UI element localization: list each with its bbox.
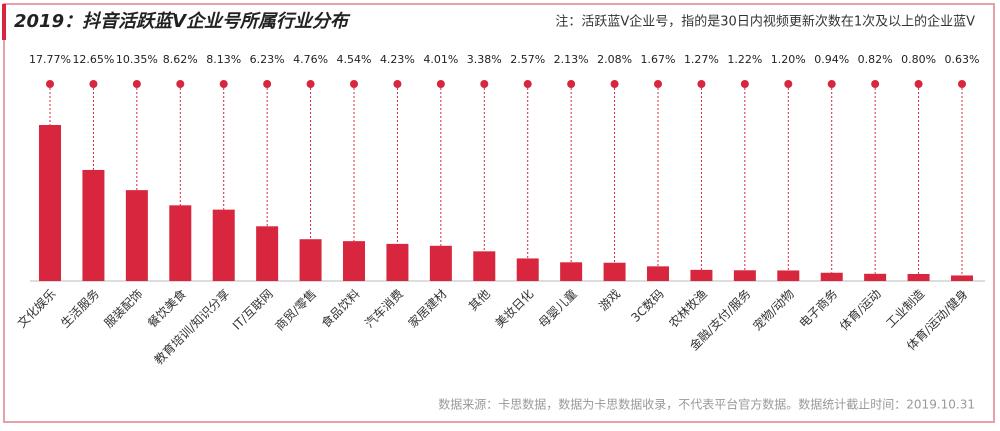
chart-note: 注：活跃蓝V企业号，指的是30日内视频更新次数在1次及以上的企业蓝V xyxy=(555,14,975,30)
chart-source: 数据来源：卡思数据，数据为卡思数据收录，不代表平台官方数据。数据统计截止时间：2… xyxy=(438,397,975,412)
chart-title: 2019：抖音活跃蓝V企业号所属行业分布 xyxy=(14,11,351,32)
x-tick-label: 生活服务 xyxy=(57,286,102,331)
bar xyxy=(169,205,192,281)
bar xyxy=(343,241,365,281)
x-tick-label: 美妆日化 xyxy=(492,287,536,331)
bar xyxy=(690,269,713,281)
value-label: 2.57% xyxy=(510,53,545,66)
value-label: 3.38% xyxy=(467,53,502,66)
bar xyxy=(907,273,930,281)
bar xyxy=(820,272,843,281)
x-tick-label: 食品饮料 xyxy=(318,286,363,331)
marker-dot xyxy=(784,80,793,88)
marker-dot xyxy=(263,80,272,88)
bar xyxy=(647,266,669,281)
marker-dot xyxy=(958,80,966,88)
x-tick-label: 家居建材 xyxy=(405,286,450,331)
marker-dot xyxy=(393,80,402,88)
value-label: 12.65% xyxy=(72,53,114,66)
marker-dot xyxy=(350,80,358,88)
bar xyxy=(603,262,626,281)
x-tick-label: 农林牧渔 xyxy=(666,287,710,331)
value-label: 2.13% xyxy=(554,53,589,66)
marker-dot xyxy=(306,80,315,88)
marker-dot xyxy=(697,80,706,88)
marker-dot xyxy=(740,80,749,88)
bar xyxy=(429,245,452,281)
bar xyxy=(299,239,322,281)
bar xyxy=(516,258,539,281)
bar xyxy=(125,190,148,281)
x-tick-label: 汽车消费 xyxy=(361,286,406,331)
bar xyxy=(777,270,800,281)
value-label: 2.08% xyxy=(597,53,632,66)
x-tick-label: 电子商务 xyxy=(796,286,841,331)
x-tick-label: 其他 xyxy=(466,287,493,314)
marker-dot xyxy=(827,80,836,88)
x-tick-label: IT/互联网 xyxy=(230,287,276,333)
marker-dot xyxy=(89,80,98,88)
value-label: 1.22% xyxy=(727,53,762,66)
x-tick-label: 餐饮美食 xyxy=(144,286,189,331)
bar xyxy=(951,275,973,281)
x-tick-label: 教育培训/知识分享 xyxy=(151,286,232,367)
marker-dot xyxy=(480,80,489,88)
value-label: 8.62% xyxy=(163,53,198,66)
bar xyxy=(733,270,756,281)
x-tick-label: 游戏 xyxy=(596,287,623,314)
marker-dot xyxy=(436,80,445,88)
bar xyxy=(473,251,496,281)
value-label: 0.63% xyxy=(945,53,980,66)
x-tick-label: 宠物/动物 xyxy=(749,286,796,333)
marker-dot xyxy=(523,80,532,88)
value-label: 1.27% xyxy=(684,53,719,66)
value-label: 8.13% xyxy=(206,53,241,66)
marker-dot xyxy=(567,80,576,88)
marker-dot xyxy=(654,80,662,88)
value-label: 0.80% xyxy=(901,53,936,66)
value-label: 4.23% xyxy=(380,53,415,66)
bar xyxy=(864,273,887,281)
x-tick-label: 文化娱乐 xyxy=(14,286,59,331)
x-tick-label: 体育/运动 xyxy=(836,286,883,333)
x-tick-label: 商贸/零售 xyxy=(272,286,319,333)
bar xyxy=(82,169,105,281)
value-label: 0.82% xyxy=(858,53,893,66)
value-label: 1.67% xyxy=(641,53,676,66)
value-label: 4.76% xyxy=(293,53,328,66)
x-tick-label: 母婴儿童 xyxy=(535,286,580,331)
bar xyxy=(560,262,583,281)
bar xyxy=(212,209,235,281)
value-label: 17.77% xyxy=(29,53,71,66)
marker-dot xyxy=(610,80,619,88)
x-tick-label: 服装配饰 xyxy=(102,287,146,331)
marker-dot xyxy=(871,80,880,88)
frame xyxy=(3,3,995,423)
marker-dot xyxy=(132,80,141,88)
value-label: 4.54% xyxy=(337,53,372,66)
value-label: 6.23% xyxy=(250,53,285,66)
x-tick-label: 工业制造 xyxy=(883,287,927,331)
x-tick-label: 3C数码 xyxy=(628,286,667,325)
marker-dot xyxy=(219,80,228,88)
marker-dot xyxy=(46,80,54,88)
marker-dot xyxy=(914,80,923,88)
value-label: 10.35% xyxy=(116,53,158,66)
value-label: 0.94% xyxy=(814,53,849,66)
value-label: 1.20% xyxy=(771,53,806,66)
bar xyxy=(39,125,61,281)
bar xyxy=(386,243,409,281)
bar xyxy=(256,226,279,281)
value-label: 4.01% xyxy=(423,53,458,66)
marker-dot xyxy=(176,80,185,88)
